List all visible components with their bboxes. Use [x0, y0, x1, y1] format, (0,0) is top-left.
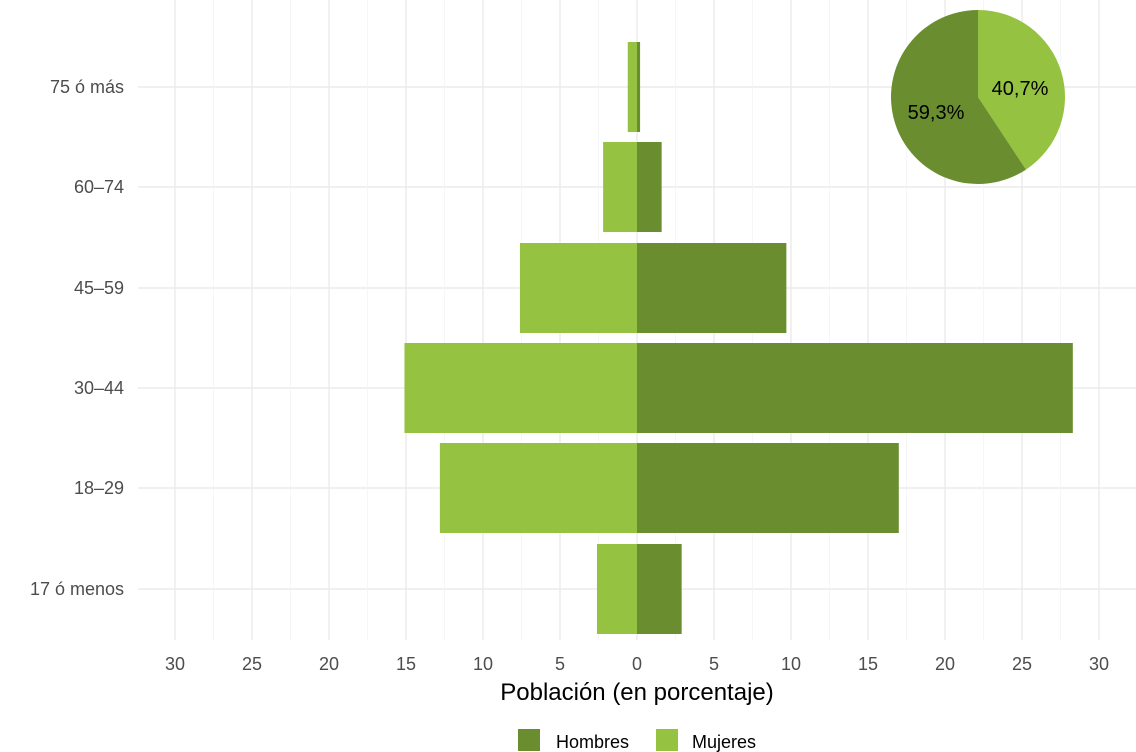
- pie-slice-hombres: [890, 10, 1026, 184]
- bar-mujeres: [439, 443, 637, 533]
- bar-mujeres: [404, 343, 637, 433]
- x-tick-label: 30: [1089, 654, 1109, 674]
- x-axis-title: Población (en porcentaje): [500, 679, 774, 706]
- gender-pie-chart: 59,3% 40,7%: [890, 10, 1065, 184]
- bars: [404, 42, 1073, 634]
- x-tick-label: 5: [709, 654, 719, 674]
- pie-label-hombres: 59,3%: [908, 102, 965, 124]
- x-tick-labels: 30 25 20 15 10 5 0 5 10 15 20 25 30: [165, 654, 1109, 674]
- y-tick-label: 60–74: [74, 177, 124, 197]
- x-tick-label: 15: [396, 654, 416, 674]
- legend-swatch-hombres: [518, 729, 540, 751]
- bar-mujeres: [627, 42, 637, 132]
- y-tick-label: 45–59: [74, 278, 124, 298]
- legend: Hombres Mujeres: [518, 729, 756, 752]
- bar-mujeres: [603, 142, 637, 232]
- y-tick-label: 30–44: [74, 378, 124, 398]
- legend-label-mujeres: Mujeres: [692, 732, 756, 752]
- legend-label-hombres: Hombres: [556, 732, 629, 752]
- x-tick-label: 10: [473, 654, 493, 674]
- y-tick-label: 17 ó menos: [30, 579, 124, 599]
- bar-hombres: [637, 42, 641, 132]
- x-tick-label: 0: [632, 654, 642, 674]
- legend-swatch-mujeres: [656, 729, 678, 751]
- x-tick-label: 25: [242, 654, 262, 674]
- x-tick-label: 20: [319, 654, 339, 674]
- pie-slice-mujeres: [978, 10, 1065, 170]
- x-tick-label: 10: [781, 654, 801, 674]
- y-tick-label: 75 ó más: [50, 77, 124, 97]
- bar-hombres: [637, 443, 899, 533]
- pie-label-mujeres: 40,7%: [992, 78, 1049, 100]
- x-tick-label: 5: [555, 654, 565, 674]
- bar-hombres: [637, 142, 662, 232]
- y-tick-labels: 17 ó menos 18–29 30–44 45–59 60–74 75 ó más: [30, 77, 124, 599]
- bar-hombres: [637, 544, 682, 634]
- bar-mujeres: [596, 544, 637, 634]
- y-tick-label: 18–29: [74, 478, 124, 498]
- bar-mujeres: [519, 243, 637, 333]
- x-tick-label: 20: [935, 654, 955, 674]
- x-tick-label: 15: [858, 654, 878, 674]
- bar-hombres: [637, 343, 1073, 433]
- x-tick-label: 30: [165, 654, 185, 674]
- bar-hombres: [637, 243, 787, 333]
- x-tick-label: 25: [1012, 654, 1032, 674]
